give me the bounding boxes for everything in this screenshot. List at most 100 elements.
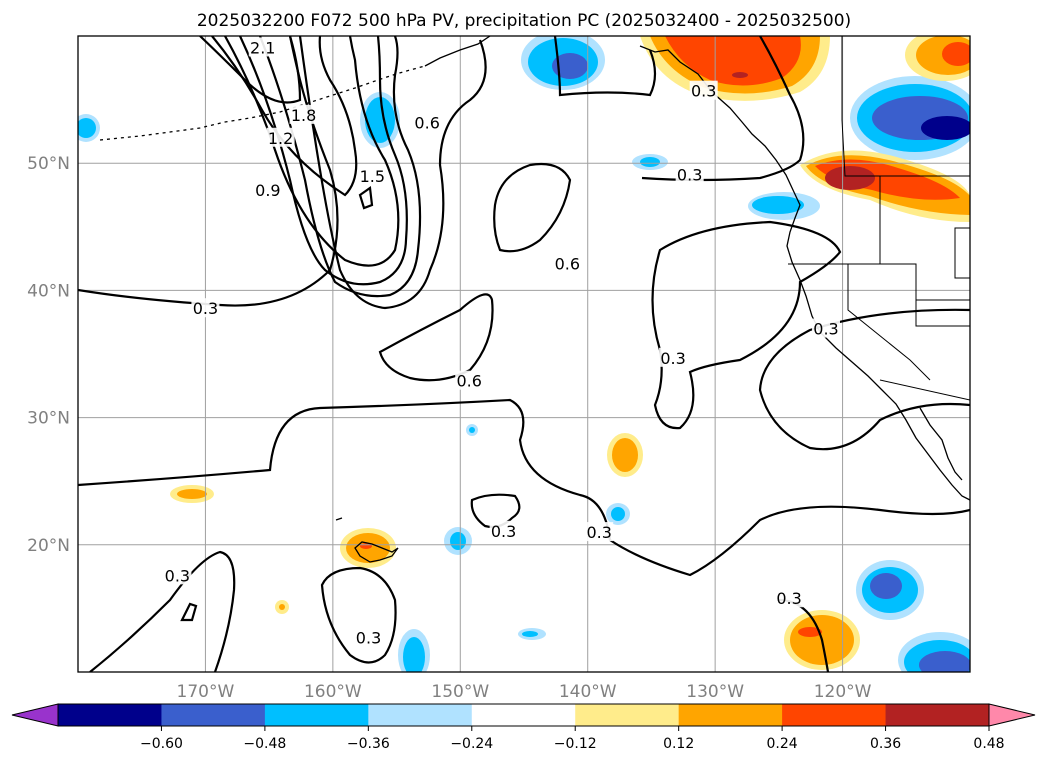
- colorbar: −0.60 −0.48 −0.36 −0.24 −0.12 0.12 0.24 0.36 0.4…: [11, 703, 1036, 752]
- pv-contour-label: 0.3: [165, 566, 190, 585]
- pv-label-background: [354, 627, 383, 647]
- longitude-tick-labels: 170°W 160°W 150°W 140°W 130°W 120°W: [177, 682, 872, 702]
- pv-label-background: [413, 112, 442, 132]
- precip-negative-area: [632, 154, 668, 170]
- lat-tick-label: 50°N: [27, 154, 70, 174]
- pv-contour-0.3: [651, 220, 842, 430]
- colorbar-tick-label: 0.48: [973, 736, 1004, 752]
- pv-contour-0.3: [470, 493, 521, 529]
- pv-contour-0.3: [78, 398, 970, 577]
- precip-negative-area: [748, 192, 820, 220]
- precip-positive-area: [905, 36, 970, 81]
- precip-shading: [78, 36, 970, 672]
- colorbar-tick-label: −0.60: [140, 736, 183, 752]
- pv-contour-label: 0.6: [414, 113, 439, 132]
- precip-negative-area: [606, 503, 630, 525]
- colorbar-segment: [264, 704, 369, 726]
- pv-contour-label: 0.6: [456, 372, 481, 391]
- pv-contour-0.3: [180, 602, 198, 622]
- north-america-coastline: [639, 45, 970, 501]
- precip-positive-area: [607, 433, 643, 477]
- pv-label-background: [289, 104, 318, 124]
- pv-contour-label: 0.6: [555, 255, 580, 274]
- gridlines: [78, 36, 970, 672]
- pv-label-background: [489, 520, 518, 540]
- lon-tick-label: 160°W: [304, 682, 362, 702]
- map-background: [78, 36, 970, 672]
- precip-positive-area: [275, 600, 289, 614]
- lon-tick-label: 150°W: [431, 682, 489, 702]
- pv-contour-0.9: [258, 36, 422, 298]
- pv-contour-label: 0.3: [193, 299, 218, 318]
- lat-tick-label: 20°N: [27, 536, 70, 556]
- colorbar-segment: [678, 704, 783, 726]
- precip-negative-area: [856, 560, 924, 620]
- pv-label-background: [163, 565, 192, 585]
- pv-contour-label: 0.3: [660, 349, 685, 368]
- aleutian-islands: [99, 65, 426, 141]
- precip-negative-area: [518, 628, 546, 640]
- pv-contours: [78, 36, 970, 672]
- pv-contour-1.8: [211, 36, 358, 197]
- coastlines: [99, 36, 970, 563]
- pv-contour-1.5: [358, 186, 374, 210]
- political-borders: [788, 36, 970, 401]
- lon-tick-label: 120°W: [814, 682, 872, 702]
- colorbar-tick-label: 0.24: [767, 736, 798, 752]
- pv-contour-label: 0.3: [491, 522, 516, 541]
- pv-contour-1.2: [239, 36, 408, 286]
- colorbar-tick-label: −0.12: [554, 736, 597, 752]
- island: [335, 517, 343, 521]
- state-border: [847, 264, 931, 381]
- precip-negative-area: [466, 424, 478, 436]
- pv-contour-label: 1.5: [360, 167, 385, 186]
- us-canada-border: [841, 36, 970, 177]
- pv-contour-0.3: [758, 308, 970, 451]
- lon-tick-label: 130°W: [686, 682, 744, 702]
- colorbar-segment: [885, 704, 990, 726]
- pv-label-background: [248, 37, 277, 57]
- pv-contour-0.3: [89, 550, 236, 672]
- pv-label-background: [358, 165, 387, 185]
- pv-label-background: [455, 370, 484, 390]
- map-frame: [77, 35, 971, 673]
- pv-label-background: [689, 80, 718, 100]
- pv-contour-0.6: [298, 36, 487, 310]
- pv-label-background: [659, 347, 688, 367]
- pv-contour-label: 0.3: [691, 82, 716, 101]
- pv-label-background: [253, 179, 282, 199]
- lon-tick-label: 170°W: [177, 682, 235, 702]
- pv-contour-0.3: [553, 36, 657, 97]
- colorbar-segment: [782, 704, 887, 726]
- great-lakes-edge: [954, 227, 970, 279]
- pv-label-background: [266, 127, 295, 147]
- lon-tick-label: 140°W: [559, 682, 617, 702]
- pv-contour-0.6: [493, 162, 572, 253]
- pv-label-background: [812, 318, 841, 338]
- chart-title: 2025032200 F072 500 hPa PV, precipitatio…: [197, 11, 851, 31]
- baja-gulf-coast: [919, 407, 963, 481]
- colorbar-tick-label: 0.12: [663, 736, 694, 752]
- pv-contour-label: 2.1: [250, 38, 275, 57]
- pv-contour-labels: 2.1 1.8 1.5 1.2 0.9 0.6 0.6 0.6 0.3 0.3 0.3 0.3 0.3 0…: [163, 37, 841, 648]
- precip-negative-area: [850, 76, 970, 160]
- pv-contour-label: 0.9: [255, 181, 280, 200]
- precip-negative-area: [444, 527, 472, 555]
- pv-label-background: [191, 298, 220, 318]
- pv-label-background: [675, 164, 704, 184]
- pv-contour-label: 0.3: [586, 523, 611, 542]
- precip-negative-area: [398, 629, 430, 672]
- pv-label-background: [553, 253, 582, 273]
- colorbar-segment: [161, 704, 266, 726]
- colorbar-tick-label: 0.36: [870, 736, 901, 752]
- lat-tick-label: 40°N: [27, 281, 70, 301]
- state-border: [880, 263, 970, 327]
- pv-contour-label: 0.3: [813, 320, 838, 339]
- map-panel: 2.1 1.8 1.5 1.2 0.9 0.6 0.6 0.6 0.3 0.3 0.3 0.3 0.3 0…: [78, 36, 970, 672]
- colorbar-tick-label: −0.48: [243, 736, 286, 752]
- pv-label-background: [775, 588, 804, 608]
- precip-negative-area: [898, 632, 970, 672]
- precip-negative-area: [521, 36, 605, 90]
- precip-negative-area: [78, 114, 100, 142]
